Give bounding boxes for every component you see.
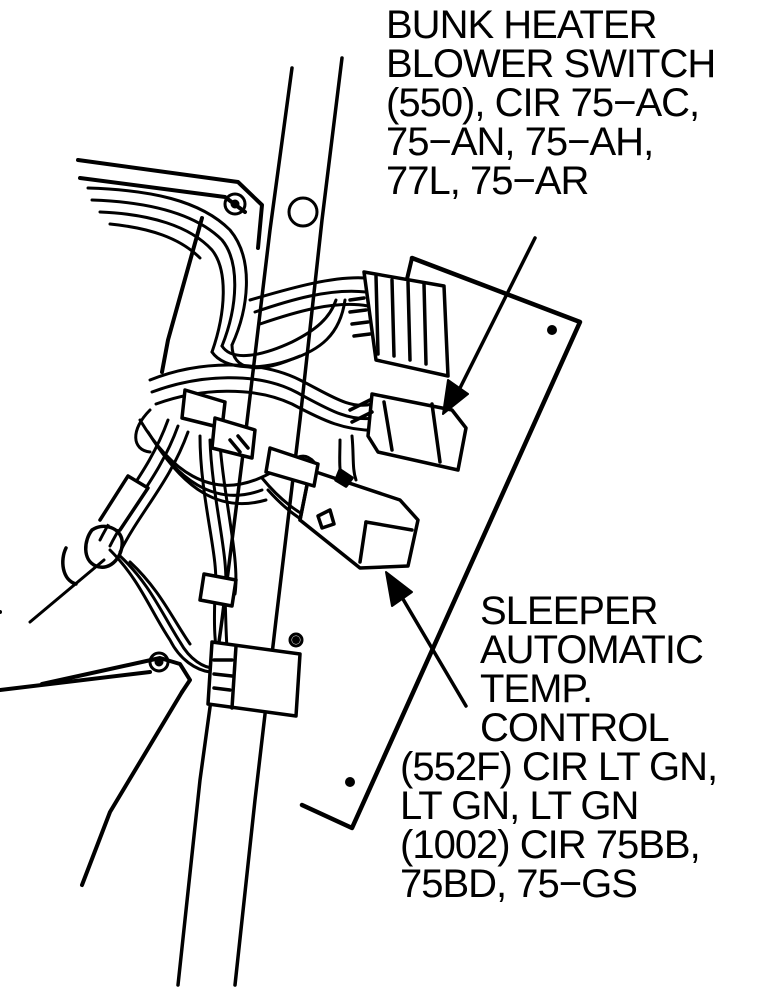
bunk-heater-label-line: 77L, 75−AR (386, 159, 589, 203)
frame-outline (0, 158, 264, 887)
bunk-heater-label-line: BLOWER SWITCH (386, 42, 716, 86)
sleeper-control-label-line: (1002) CIR 75BB, (400, 823, 701, 867)
sleeper-control-label-line: AUTOMATIC (480, 628, 704, 672)
connectors (61, 270, 468, 718)
sleeper-control-label-line: CONTROL (480, 706, 670, 750)
sleeper-control-label-line: SLEEPER (480, 589, 659, 633)
sleeper-control-label-line: 75BD, 75−GS (400, 862, 638, 906)
arrow-sleeper-control (398, 592, 468, 708)
bolts (148, 192, 319, 673)
arrow-bunk-heater (456, 236, 537, 394)
sleeper-control-label: SLEEPER AUTOMATIC TEMP. CONTROL (552F) C… (396, 589, 718, 906)
sleeper-control-label-line: TEMP. (480, 667, 593, 711)
left-leader (28, 408, 152, 624)
sleeper-control-label-line: LT GN, LT GN (400, 784, 639, 828)
bunk-heater-label-line: BUNK HEATER (386, 3, 658, 47)
bunk-heater-label: BUNK HEATER BLOWER SWITCH (550), CIR 75−… (386, 3, 716, 203)
bunk-heater-label-line: (550), CIR 75−AC, (386, 81, 700, 125)
bunk-heater-label-line: 75−AN, 75−AH, (386, 120, 654, 164)
sleeper-control-label-line: (552F) CIR LT GN, (400, 745, 718, 789)
pillar-lines (176, 56, 344, 987)
callout-arrows (385, 236, 537, 708)
